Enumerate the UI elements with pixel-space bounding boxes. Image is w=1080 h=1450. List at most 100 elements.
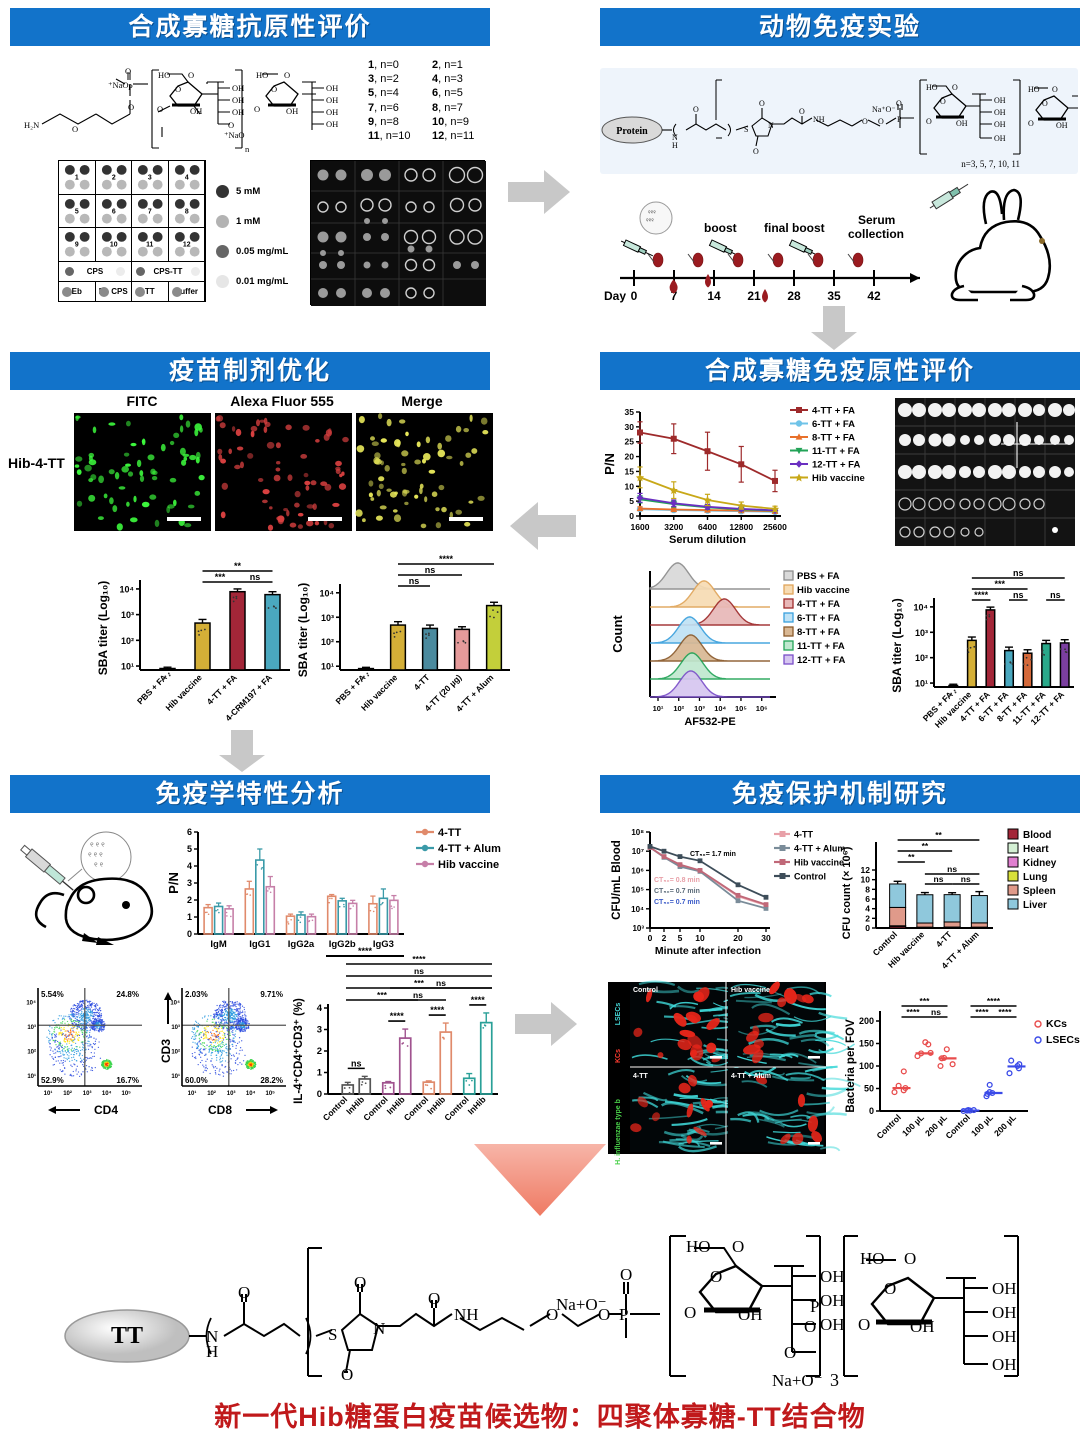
fluorescent-spot: [130, 517, 138, 523]
quadrant-percent-ll: 60.0%: [185, 1076, 208, 1085]
svg-text:S: S: [744, 125, 748, 134]
x-tick-label: 6400: [698, 522, 717, 532]
timeline-tick: 42: [867, 289, 881, 303]
fluorescent-spot: [266, 441, 275, 449]
fluorescent-spot: [112, 505, 118, 513]
x-tick-label: 20: [733, 933, 743, 943]
legend-label: Hib vaccine: [438, 859, 499, 871]
x-tick-label: 10⁶: [756, 704, 768, 713]
fluorescent-spot: [247, 453, 254, 459]
micrograph-headers: FITC Alexa Fluor 555 Merge: [72, 393, 492, 409]
fluorescent-spot: [97, 516, 104, 520]
svg-text:O: O: [228, 120, 234, 130]
svg-text:OH: OH: [820, 1291, 845, 1310]
ct50-4tt: CT₅₀= 0.8 min: [654, 877, 700, 884]
y-tick-label: 10⁴: [120, 584, 134, 594]
chart-legend: PBS + FA Hib vaccine 4-TT + FA 6-TT + FA 8-T…: [783, 570, 850, 666]
svg-text:Protein: Protein: [616, 126, 648, 137]
bar: [264, 593, 281, 671]
legend-swatch: [216, 184, 229, 198]
svg-text:୧୧୧: ୧୧୧: [648, 210, 656, 216]
svg-text:O: O: [125, 66, 131, 76]
svg-text:HO: HO: [926, 83, 938, 92]
y-tick-label: 1: [187, 912, 192, 922]
x-tick-label: 10⁵: [735, 704, 747, 713]
x-tick-label: 10³: [694, 704, 705, 713]
bar: [265, 885, 276, 935]
svg-text:O: O: [284, 70, 290, 80]
fluorescent-spot: [195, 451, 201, 460]
x-tick-label: 4-TT: [412, 672, 432, 692]
sba-chart-left: 10¹ 10² 10³ 10⁴ PBS + FA Hib vaccine 4-TT + FA…: [96, 536, 296, 736]
micrograph-merge: [355, 413, 493, 531]
fluorescent-spot: [335, 460, 342, 467]
fluorescent-spot: [141, 501, 150, 508]
fluorescent-spot: [216, 415, 224, 422]
bar: [381, 1081, 395, 1095]
compound-n: n=7: [444, 101, 463, 114]
fluorescent-spot: [419, 483, 424, 489]
timeline-tick: 28: [787, 289, 801, 303]
fluorescent-spot: [320, 481, 328, 486]
compound-n: n=2: [380, 73, 399, 86]
fluorescent-spot: [304, 480, 311, 486]
y-tick-label: 15: [625, 466, 635, 476]
x-tick-label: 10³: [227, 1090, 236, 1097]
legend-swatch: [783, 612, 794, 623]
fluorescent-spot: [133, 495, 137, 503]
fluorescent-spot: [88, 494, 96, 502]
fluorescent-spot: [294, 490, 301, 498]
svg-text:9: 9: [75, 242, 79, 249]
svg-text:2: 2: [111, 175, 115, 182]
svg-text:4: 4: [184, 175, 188, 182]
y-tick-label: 10⁴: [320, 588, 334, 598]
svg-text:O: O: [546, 1305, 558, 1324]
fluorescent-spot: [103, 493, 108, 499]
y-tick-label: 10³: [27, 1024, 36, 1031]
y-tick-label: 0: [629, 511, 634, 521]
fluorescent-spot: [127, 471, 134, 477]
fluorescent-spot: [90, 474, 97, 481]
svg-text:O: O: [254, 104, 260, 114]
y-tick-label: 25: [625, 437, 635, 447]
array-cell: 6: [95, 194, 132, 229]
legend-label: KCs: [1046, 1018, 1067, 1030]
fluorescent-spot: [378, 476, 385, 482]
fluorescent-spot: [338, 483, 347, 490]
axis-arrow: [164, 992, 172, 1000]
y-axis-label: CFU/mL Blood: [611, 840, 623, 920]
significance-label: ****: [430, 1005, 445, 1015]
x-tick-label: PBS + FA: [135, 672, 169, 706]
y-tick-label: 10⁴: [170, 1001, 180, 1007]
svg-text:OH: OH: [232, 107, 244, 117]
svg-text:P: P: [897, 115, 902, 124]
significance-label: ns: [351, 1058, 362, 1068]
svg-text:HO: HO: [158, 70, 170, 80]
svg-text:OH: OH: [994, 108, 1006, 117]
bar: [389, 624, 407, 671]
stack-segment: [943, 894, 961, 923]
fluorescent-spot: [126, 501, 130, 507]
repeat-subscript: 3: [830, 1370, 839, 1390]
micrograph-header-fitc: FITC: [126, 393, 158, 409]
fluorescent-spot: [310, 480, 317, 486]
fluorescent-spot: [275, 442, 281, 449]
svg-text:OH: OH: [326, 119, 338, 129]
compound-n: n=8: [380, 115, 399, 128]
fluorescent-spot: [378, 483, 384, 489]
legend-swatch: [216, 214, 229, 228]
bar: [368, 902, 378, 935]
significance-label: ****: [358, 946, 373, 956]
x-tick-label: InHib: [466, 1094, 488, 1116]
bar: [159, 667, 176, 671]
flow-dotplot-cd4: 5.54% 24.8% 52.9% 16.7% 10¹ 10² 10³ 10⁴ 10¹ 10² 10…: [14, 982, 149, 1117]
bar: [479, 1021, 493, 1095]
compound-n: n=9: [450, 115, 470, 128]
array-cell: 9: [59, 228, 96, 262]
array-control-cell: CPS: [59, 262, 132, 281]
fluorescent-spot: [185, 420, 191, 428]
conclusion-title: 新一代Hib糖蛋白疫苗候选物：四聚体寡糖-TT结合物: [214, 1402, 866, 1432]
rabbit-illustration: [929, 183, 1052, 302]
fluorescent-spot: [463, 428, 469, 433]
fluorescent-spot: [394, 491, 398, 495]
